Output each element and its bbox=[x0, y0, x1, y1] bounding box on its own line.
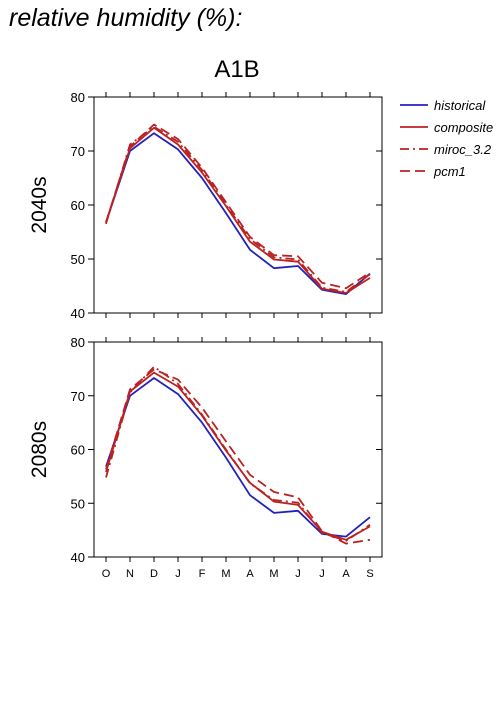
y-tick-label: 60 bbox=[71, 443, 85, 458]
legend: historical composite miroc_3.2 pcm1 bbox=[400, 98, 493, 179]
x-tick-label: J bbox=[175, 568, 181, 580]
y-tick-label: 70 bbox=[71, 144, 85, 159]
x-tick-label: A bbox=[342, 568, 350, 580]
series-line-pcm1 bbox=[105, 368, 371, 545]
legend-label-pcm1: pcm1 bbox=[433, 164, 466, 179]
legend-label-miroc_3.2: miroc_3.2 bbox=[434, 142, 492, 157]
x-tick-label: M bbox=[221, 568, 230, 580]
y-tick-label: 80 bbox=[71, 335, 85, 350]
legend-label-composite: composite bbox=[434, 120, 493, 135]
y-tick-label: 50 bbox=[71, 252, 85, 267]
x-tick-label: S bbox=[366, 568, 373, 580]
series-line-miroc_3.2 bbox=[105, 365, 371, 542]
x-tick-label: A bbox=[246, 568, 254, 580]
series-line-historical bbox=[105, 377, 371, 538]
panel-label: 2040s bbox=[28, 176, 51, 233]
panel-2040s: 40 50 60 70 80 2040s bbox=[28, 90, 383, 321]
plot-frame bbox=[93, 341, 383, 558]
y-tick-label: 40 bbox=[71, 306, 85, 321]
x-tick-label: D bbox=[150, 568, 158, 580]
series-line-composite bbox=[105, 126, 371, 294]
x-tick-label: N bbox=[126, 568, 134, 580]
panel-2080s: 40 50 60 70 80 O N D J F M A M J J A S 2080s bbox=[28, 335, 383, 580]
chart-title: A1B bbox=[214, 56, 260, 83]
x-tick-label: M bbox=[269, 568, 278, 580]
page-title: relative humidity (%): bbox=[9, 4, 243, 32]
x-tick-label: O bbox=[102, 568, 111, 580]
panel-label: 2080s bbox=[28, 421, 51, 478]
y-tick-label: 60 bbox=[71, 198, 85, 213]
y-tick-label: 80 bbox=[71, 90, 85, 105]
y-tick-label: 50 bbox=[71, 496, 85, 511]
series-line-miroc_3.2 bbox=[105, 125, 371, 293]
series-line-pcm1 bbox=[105, 123, 371, 290]
series-line-composite bbox=[105, 371, 371, 541]
series-line-historical bbox=[105, 132, 371, 296]
x-tick-label: J bbox=[319, 568, 325, 580]
plot-frame bbox=[93, 96, 383, 314]
chart-panels: 40 50 60 70 80 2040s 40 50 60 70 80 O N D J F M A M J J A S 208… bbox=[28, 90, 383, 580]
legend-label-historical: historical bbox=[434, 98, 486, 113]
y-tick-label: 70 bbox=[71, 389, 85, 404]
x-tick-label: F bbox=[199, 568, 206, 580]
y-tick-label: 40 bbox=[71, 550, 85, 565]
x-tick-label: J bbox=[295, 568, 301, 580]
